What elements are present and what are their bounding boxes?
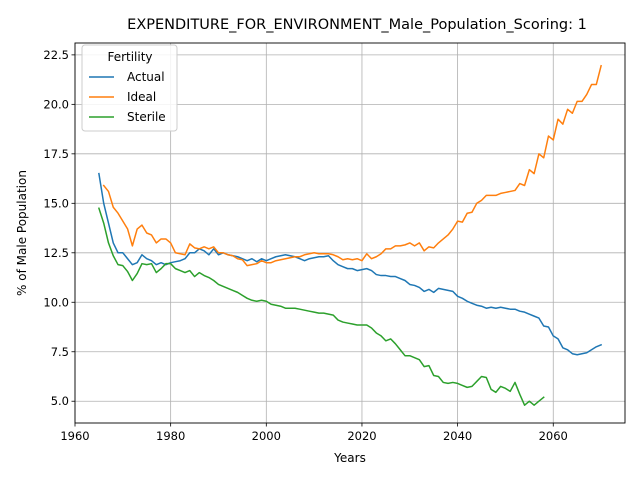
y-axis-label: % of Male Population [15,170,29,296]
x-tick-label: 1960 [60,429,89,443]
legend-label-sterile: Sterile [127,110,166,124]
y-tick-label: 17.5 [43,147,69,161]
series-line-actual [98,172,603,356]
x-axis: 1960 1980 2000 2020 2040 2060 [60,423,568,443]
legend-entries: Actual Ideal Sterile [89,70,166,124]
legend-title: Fertility [107,50,152,64]
y-tick-label: 22.5 [43,48,69,62]
y-tick-label: 12.5 [43,246,69,260]
x-tick-label: 1980 [156,429,185,443]
x-axis-label: Years [333,451,366,465]
y-tick-label: 15.0 [43,196,69,210]
x-tick-label: 2060 [539,429,568,443]
legend-box [81,44,178,132]
y-tick-label: 7.5 [51,345,69,359]
legend-label-ideal: Ideal [127,90,156,104]
x-tick-label: 2020 [347,429,376,443]
y-tick-label: 20.0 [43,97,69,111]
x-tick-label: 2000 [252,429,281,443]
plot-frame [74,42,626,424]
chart-title: EXPENDITURE_FOR_ENVIRONMENT_Male_Populat… [127,17,587,33]
x-tick-label: 2040 [443,429,472,443]
y-tick-label: 5.0 [51,394,69,408]
series-lines [97,64,603,406]
series-line-ideal [102,64,603,267]
y-tick-label: 10.0 [43,295,69,309]
legend-label-actual: Actual [127,70,165,84]
legend: Fertility Actual Ideal Sterile [81,44,178,132]
series-line-sterile [97,207,545,406]
y-axis: 5.0 7.5 10.0 12.5 15.0 17.5 20.0 22.5 [43,48,75,408]
